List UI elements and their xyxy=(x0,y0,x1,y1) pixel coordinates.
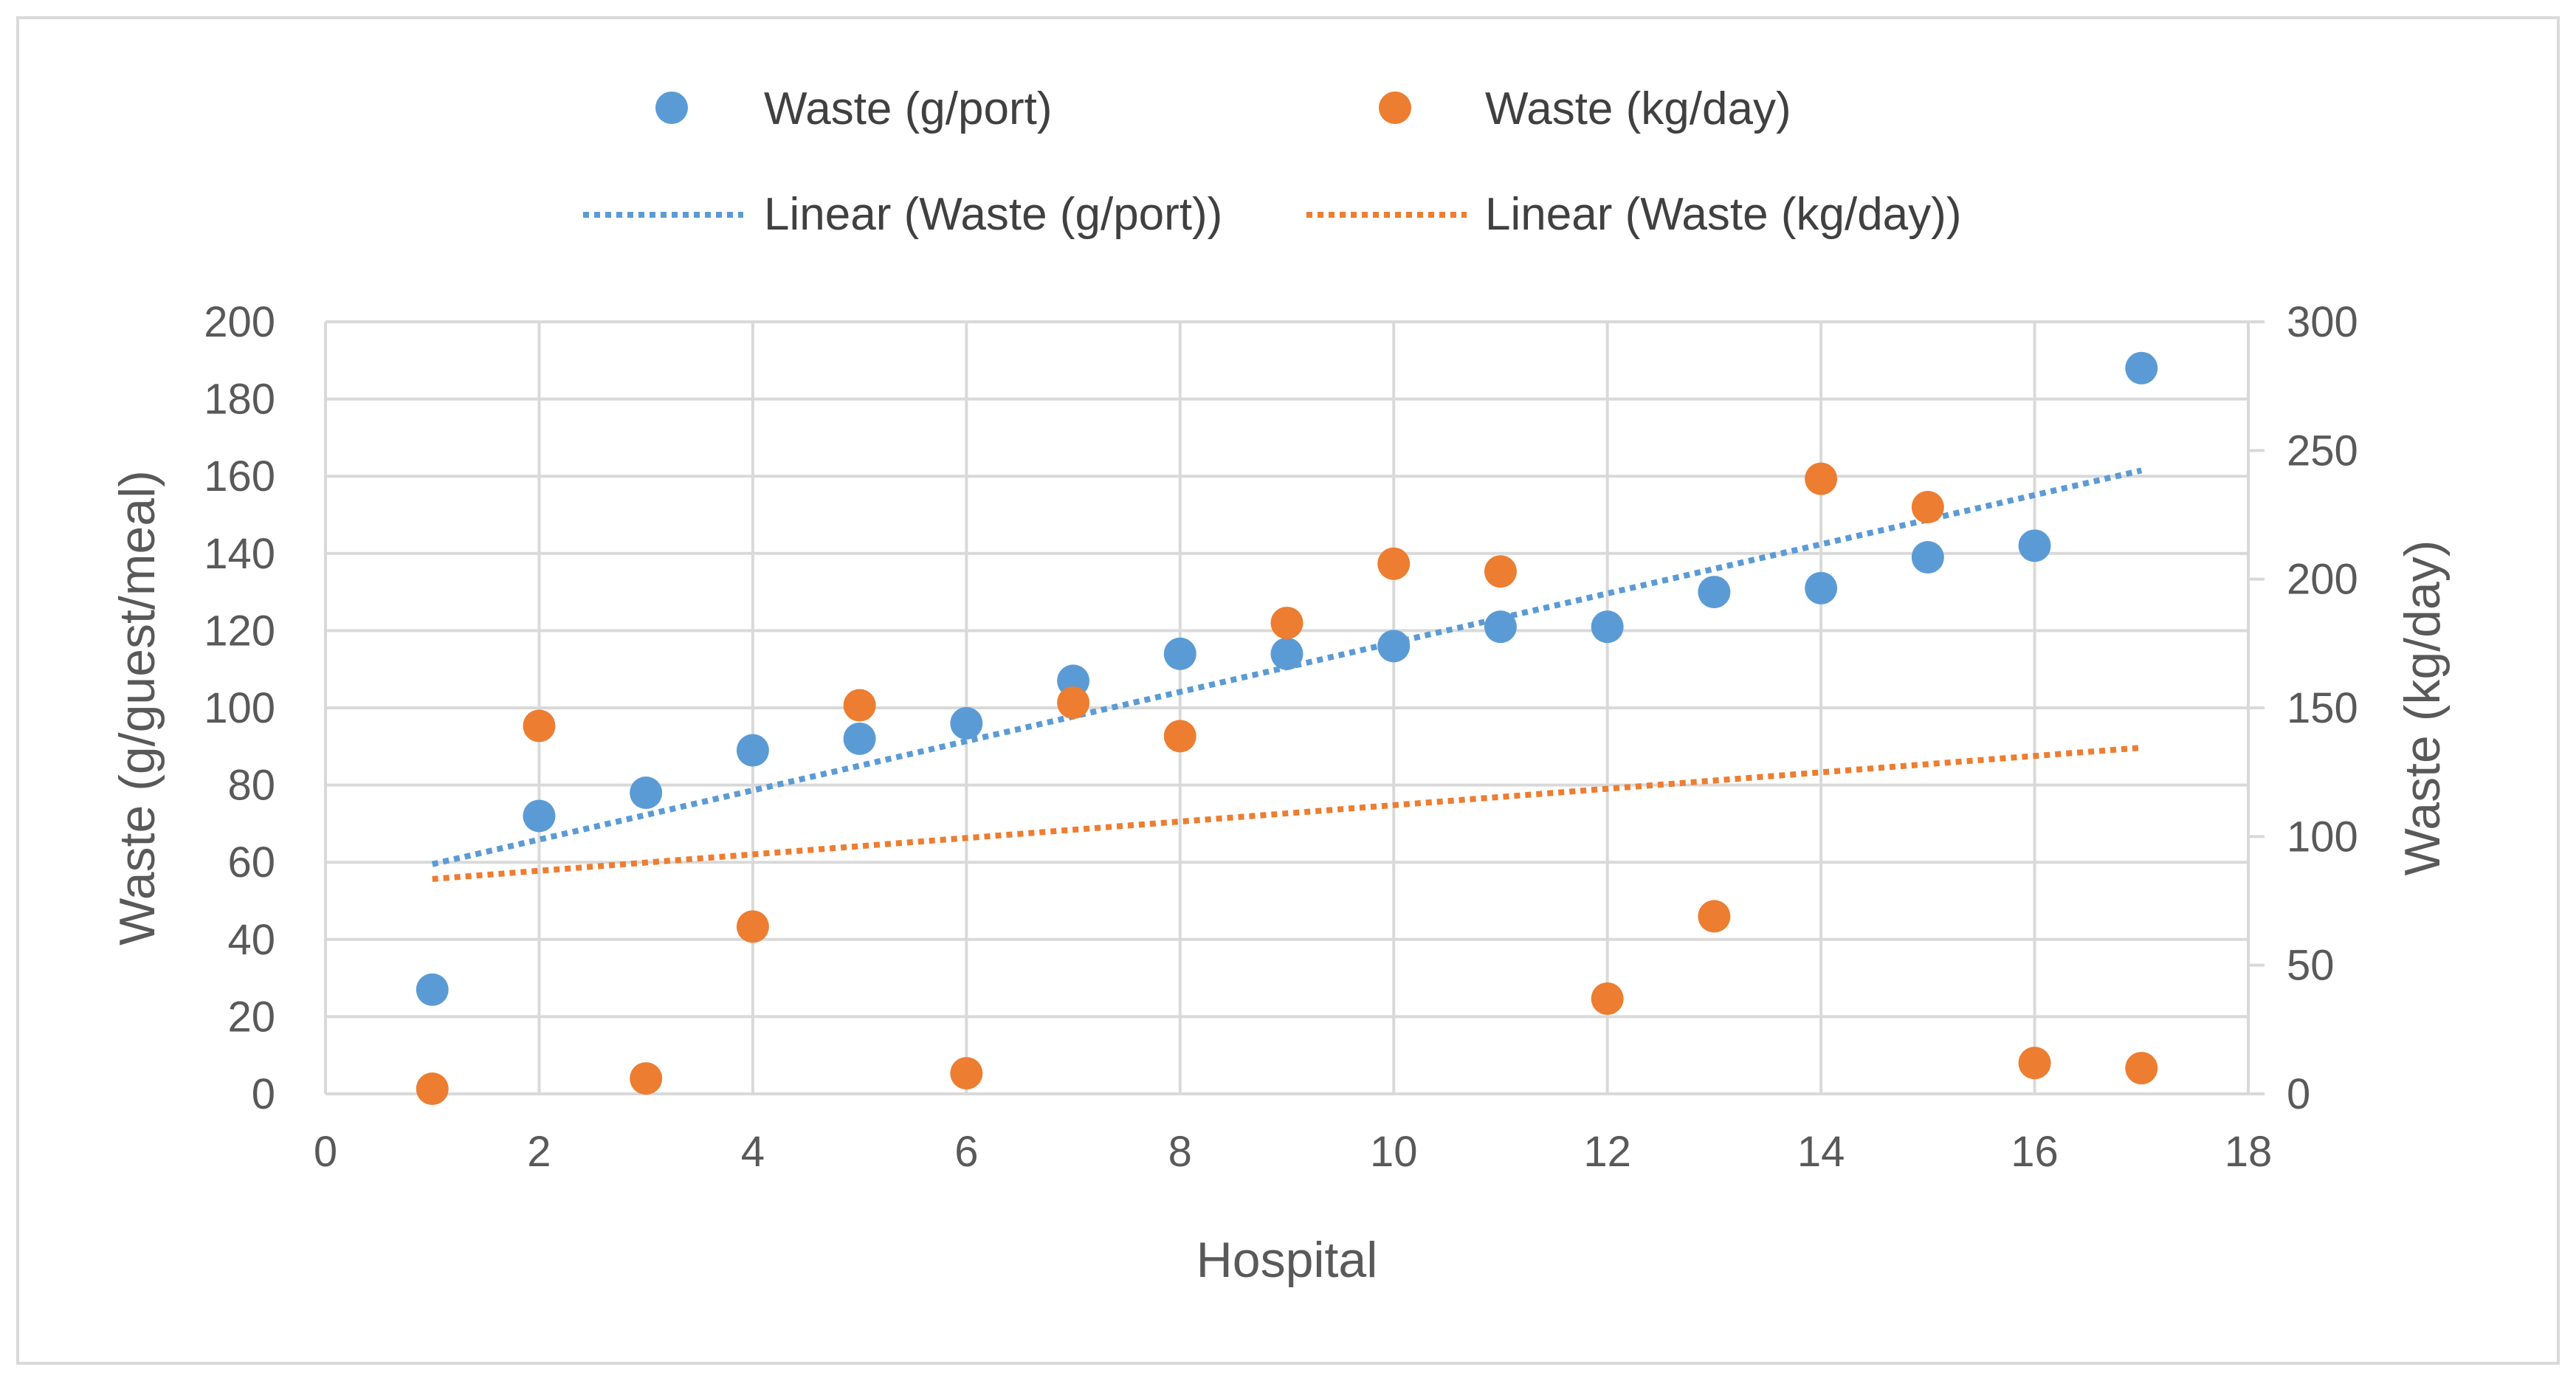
x-tick-label: 8 xyxy=(1168,1128,1192,1176)
data-point xyxy=(736,734,769,767)
data-point xyxy=(2018,529,2051,562)
y-tick-label: 60 xyxy=(227,838,275,886)
trendline xyxy=(432,745,2142,882)
data-point xyxy=(736,910,769,943)
y2-tick-label: 300 xyxy=(2287,298,2358,346)
y-tick-label: 120 xyxy=(204,607,275,655)
data-point xyxy=(1911,491,1944,524)
data-point xyxy=(2125,1052,2158,1085)
y2-tick-label: 100 xyxy=(2287,813,2358,861)
data-point xyxy=(1805,571,1838,605)
y2-tick-label: 150 xyxy=(2287,684,2358,732)
y-tick-label: 100 xyxy=(204,684,275,732)
legend-marker xyxy=(655,92,688,124)
y2-tick-label: 0 xyxy=(2287,1070,2310,1118)
data-point xyxy=(843,722,876,755)
data-point xyxy=(1591,982,1624,1015)
grid-layer xyxy=(324,320,2250,1095)
legend-label: Linear (Waste (kg/day)) xyxy=(1485,189,1961,240)
data-point xyxy=(523,799,556,833)
y-tick-label: 160 xyxy=(204,452,275,500)
data-point xyxy=(1377,630,1411,663)
data-point xyxy=(1698,900,1731,933)
data-point xyxy=(630,1062,663,1095)
x-tick-label: 14 xyxy=(1797,1128,1845,1176)
legend-marker xyxy=(1379,92,1411,124)
data-point xyxy=(1484,610,1517,644)
x-tick-label: 2 xyxy=(527,1128,551,1176)
data-point xyxy=(630,776,663,810)
x-tick-label: 4 xyxy=(741,1128,765,1176)
y-tick-label: 40 xyxy=(227,916,275,964)
y2-tick-label: 200 xyxy=(2287,556,2358,604)
y-tick-label: 20 xyxy=(227,993,275,1041)
data-point xyxy=(843,689,876,722)
y2-axis-title: Waste (kg/day) xyxy=(2394,540,2451,876)
data-point xyxy=(416,973,449,1006)
x-tick-label: 6 xyxy=(954,1128,978,1176)
y-tick-label: 140 xyxy=(204,530,275,578)
data-point xyxy=(1377,547,1411,580)
data-point xyxy=(1911,541,1944,574)
data-point xyxy=(950,706,983,740)
y-tick-label: 180 xyxy=(204,376,275,424)
data-point xyxy=(1805,462,1838,495)
x-tick-label: 18 xyxy=(2225,1128,2273,1176)
trendline-layer xyxy=(431,467,2143,882)
data-point xyxy=(1270,637,1304,670)
data-point xyxy=(416,1072,449,1106)
chart-frame xyxy=(16,16,2560,1365)
x-axis-title: Hospital xyxy=(1196,1232,1378,1288)
y2-tick-label: 50 xyxy=(2287,942,2335,990)
legend-label: Waste (g/port) xyxy=(764,83,1052,134)
x-tick-label: 0 xyxy=(314,1128,337,1176)
y-tick-label: 200 xyxy=(204,298,275,346)
data-point xyxy=(1057,686,1090,720)
data-point xyxy=(2018,1047,2051,1080)
y-tick-label: 80 xyxy=(227,762,275,810)
data-point xyxy=(523,709,556,743)
data-point xyxy=(1591,610,1624,644)
legend-label: Waste (kg/day) xyxy=(1485,83,1791,134)
data-point xyxy=(1270,606,1304,639)
data-point xyxy=(1163,720,1196,753)
legend: Waste (g/port) Waste (kg/day) Linear (Wast… xyxy=(583,83,1961,240)
y2-tick-label: 250 xyxy=(2287,427,2358,475)
x-tick-label: 12 xyxy=(1583,1128,1631,1176)
data-point xyxy=(1698,576,1731,609)
data-point xyxy=(950,1057,983,1090)
data-point xyxy=(1163,637,1196,670)
data-point xyxy=(2125,351,2158,385)
y-axis-title: Waste (g/guest/meal) xyxy=(109,470,165,946)
point-layer xyxy=(416,351,2158,1106)
x-tick-label: 10 xyxy=(1370,1128,1418,1176)
data-point xyxy=(1484,555,1517,588)
x-tick-label: 16 xyxy=(2011,1128,2059,1176)
y-tick-label: 0 xyxy=(252,1070,275,1118)
legend-label: Linear (Waste (g/port)) xyxy=(764,189,1222,240)
